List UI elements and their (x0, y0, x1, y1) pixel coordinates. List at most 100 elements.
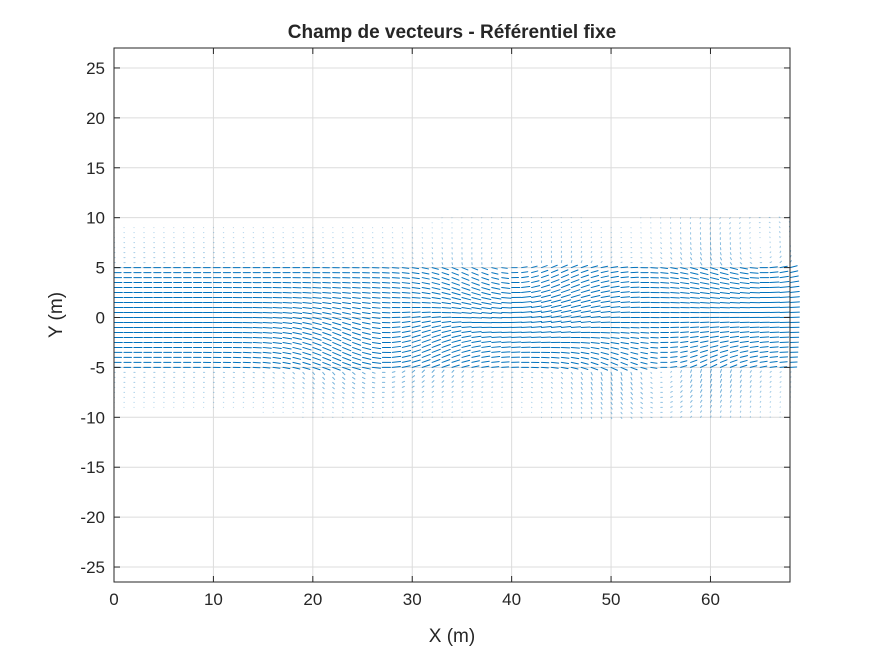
vector-arrow (431, 267, 439, 270)
vector-arrow (739, 400, 742, 403)
vector-arrow (262, 346, 272, 349)
vector-arrow (461, 277, 470, 281)
vector-arrow (441, 307, 452, 309)
vector-arrow (461, 344, 471, 348)
vector-arrow (560, 366, 569, 370)
vector-arrow (441, 287, 451, 291)
y-tick-label: -15 (80, 458, 105, 477)
vector-arrow (302, 331, 312, 336)
vector-arrow (352, 366, 361, 371)
vector-arrow (501, 272, 509, 274)
vector-arrow (471, 345, 481, 348)
vector-arrow (650, 356, 658, 359)
vector-arrow (739, 395, 742, 398)
vector-arrow (312, 396, 315, 399)
vector-arrow (441, 354, 451, 358)
vector-arrow (640, 351, 649, 355)
vector-arrow (610, 371, 613, 376)
vector-arrow (719, 262, 723, 266)
vector-arrow (739, 350, 749, 353)
vector-arrow (690, 252, 692, 256)
vector-arrow (411, 396, 415, 398)
vector-arrow (719, 302, 731, 304)
vector-arrow (302, 346, 312, 351)
vector-arrow (441, 369, 445, 373)
vector-arrow (282, 371, 285, 374)
y-tick-label: -5 (90, 358, 105, 377)
vector-arrow (660, 277, 669, 279)
vector-arrow (550, 264, 558, 269)
vector-arrow (421, 252, 424, 255)
vector-arrow (700, 364, 708, 368)
vector-arrow (322, 361, 331, 366)
vector-arrow (292, 321, 303, 325)
vector-arrow (680, 370, 683, 373)
vector-arrow (431, 316, 442, 318)
vector-arrow (769, 380, 772, 383)
vector-arrow (670, 380, 673, 383)
vector-arrow (282, 307, 293, 309)
vector-arrow (282, 346, 292, 350)
vector-arrow (292, 326, 303, 330)
vector-arrow (411, 297, 421, 299)
vector-arrow (769, 266, 778, 269)
vector-arrow (441, 359, 451, 363)
vector-arrow (451, 302, 462, 305)
vector-arrow (590, 361, 599, 366)
axes-frame (113, 47, 791, 583)
vector-arrow (471, 335, 482, 338)
vector-arrow (431, 292, 441, 295)
vector-arrow (690, 262, 693, 266)
vector-arrow (491, 371, 494, 373)
vector-arrow (481, 297, 492, 301)
vector-arrow (441, 325, 452, 328)
vector-arrow (690, 415, 693, 418)
vector-arrow (481, 292, 491, 296)
vector-arrow (371, 331, 381, 335)
vector-arrow (332, 401, 335, 404)
vector-arrow (461, 312, 472, 314)
vector-arrow (709, 378, 713, 383)
vector-arrow (282, 386, 285, 389)
vector-arrow (590, 411, 593, 415)
vector-arrow (322, 341, 332, 347)
vector-arrow (342, 336, 352, 342)
vector-arrow (600, 356, 609, 361)
vector-arrow (749, 380, 752, 383)
vector-arrow (431, 320, 442, 323)
vector-arrow (729, 410, 732, 413)
vector-arrow (590, 315, 601, 318)
vector-arrow (610, 396, 613, 401)
vector-arrow (789, 280, 800, 284)
vector-arrow (282, 326, 293, 330)
vector-arrow (312, 336, 322, 341)
vector-arrow (391, 366, 401, 368)
vector-arrow (292, 356, 302, 360)
vector-arrow (332, 336, 342, 342)
vector-arrow (401, 287, 411, 289)
vector-arrow (690, 410, 693, 413)
vector-arrow (590, 356, 599, 360)
vector-arrow (491, 272, 499, 275)
vector-arrow (759, 346, 769, 348)
vector-arrow (550, 274, 559, 279)
vector-arrow (362, 341, 372, 346)
vector-arrow (700, 326, 710, 328)
vector-arrow (481, 331, 492, 333)
vector-arrow (531, 275, 539, 279)
vector-arrow (371, 366, 381, 369)
vector-arrow (779, 356, 789, 358)
vector-arrow (670, 282, 680, 284)
vector-arrow (570, 274, 579, 279)
vector-arrow (461, 267, 469, 271)
vector-arrow (590, 300, 601, 304)
y-tick-label: -20 (80, 508, 105, 527)
vector-arrow (461, 380, 464, 383)
vector-arrow (560, 279, 570, 284)
vector-arrow (431, 385, 435, 388)
vector-arrow (700, 267, 708, 271)
vector-arrow (789, 291, 800, 294)
vector-arrow (700, 378, 703, 383)
vector-arrow (769, 256, 772, 259)
vector-arrow (501, 287, 511, 289)
